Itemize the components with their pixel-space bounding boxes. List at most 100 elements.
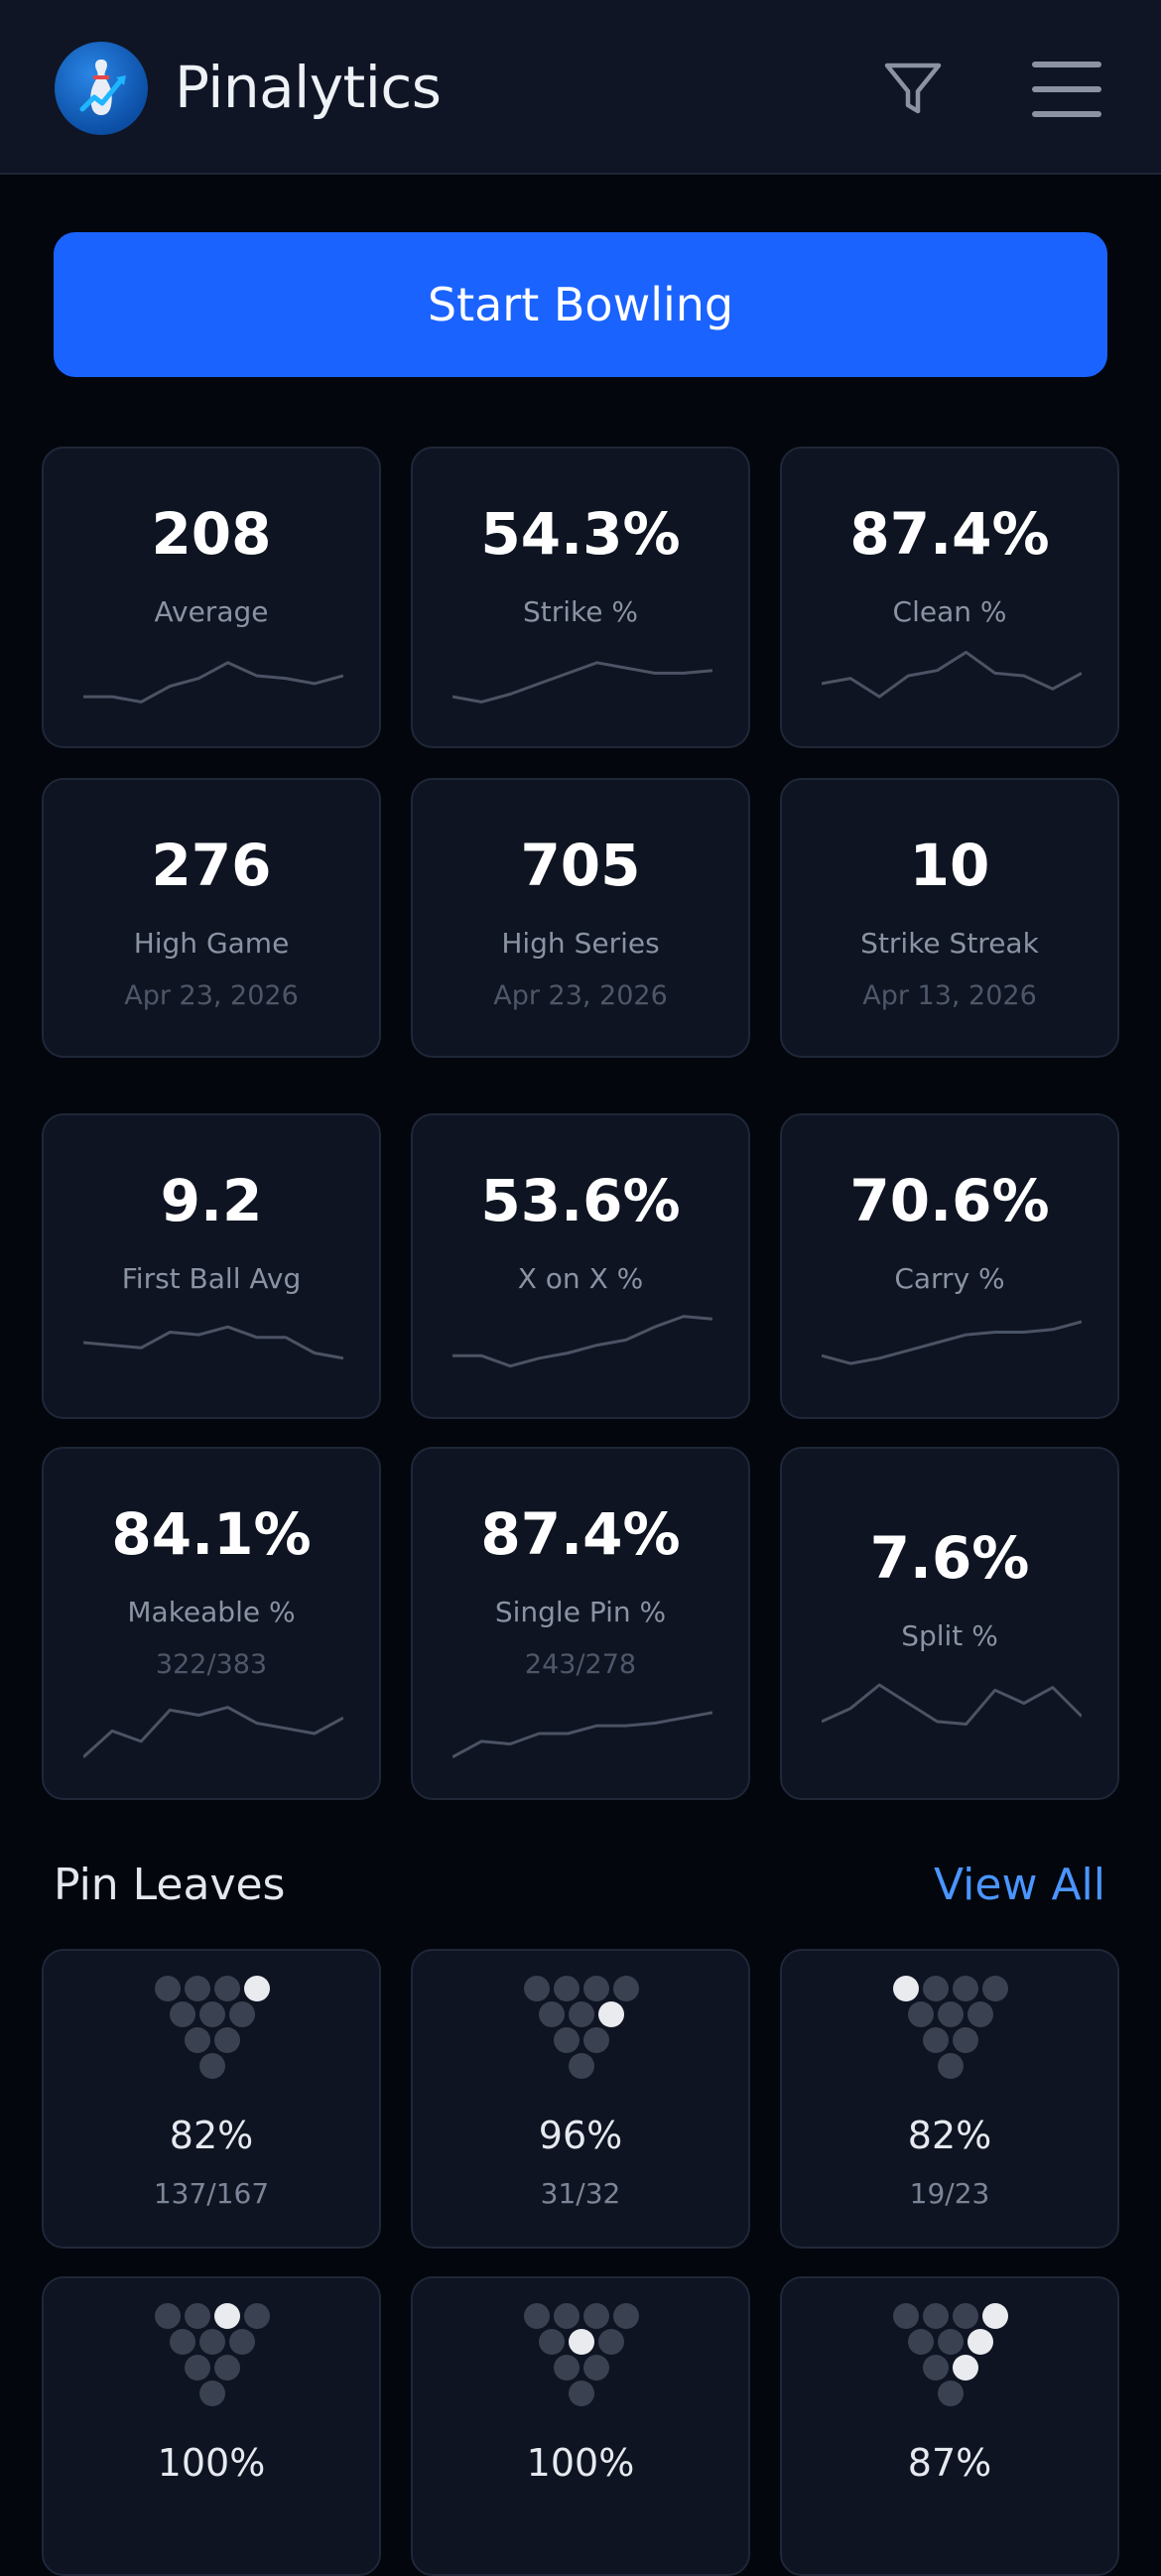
trend-sparkline	[822, 1320, 1082, 1365]
pin-6	[968, 2329, 993, 2355]
pin-5	[938, 2001, 964, 2027]
pin-3	[214, 2027, 240, 2053]
pin-7	[893, 1976, 919, 2001]
pin-diagram	[155, 1976, 270, 2079]
app-logo-icon[interactable]	[55, 42, 148, 135]
stat-label: Strike Streak	[860, 927, 1039, 960]
trend-sparkline	[83, 1706, 343, 1758]
pin-6	[229, 2001, 255, 2027]
pin-leave-percent: 96%	[538, 2114, 623, 2157]
pin-leave-card[interactable]: 87%	[780, 2276, 1119, 2576]
stat-card-single-pin-pct[interactable]: 87.4% Single Pin % 243/278	[411, 1447, 750, 1800]
sparkline-path	[83, 661, 343, 704]
pin-9	[953, 2303, 978, 2329]
pin-3	[214, 2355, 240, 2381]
pin-leave-card[interactable]: 100%	[411, 2276, 750, 2576]
stat-label: High Series	[501, 927, 660, 960]
stat-value: 208	[151, 500, 272, 568]
pin-diagram	[893, 2303, 1008, 2406]
pin-10	[613, 1976, 639, 2001]
sparkline-path	[452, 661, 712, 704]
pin-leave-card[interactable]: 82% 137/167	[42, 1949, 381, 2249]
pin-leave-card[interactable]: 96% 31/32	[411, 1949, 750, 2249]
pin-leave-percent: 87%	[907, 2441, 992, 2485]
pin-3	[583, 2355, 609, 2381]
stat-label: Single Pin %	[494, 1596, 667, 1628]
pin-5	[938, 2329, 964, 2355]
pin-2	[554, 2027, 580, 2053]
pin-2	[185, 2355, 210, 2381]
stat-detail: 322/383	[155, 1649, 268, 1680]
pin-7	[893, 2303, 919, 2329]
stat-value: 9.2	[160, 1167, 263, 1234]
pin-10	[244, 1976, 270, 2001]
stat-card-strike-pct[interactable]: 54.3% Strike %	[411, 447, 750, 748]
pin-10	[613, 2303, 639, 2329]
pin-2	[185, 2027, 210, 2053]
pin-leave-percent: 82%	[169, 2114, 254, 2157]
stat-card-high-game[interactable]: 276 High Game Apr 23, 2026	[42, 778, 381, 1058]
pin-9	[953, 1976, 978, 2001]
pin-6	[229, 2329, 255, 2355]
pin-2	[554, 2355, 580, 2381]
pin-leave-percent: 82%	[907, 2114, 992, 2157]
stat-card-split-pct[interactable]: 7.6% Split %	[780, 1447, 1119, 1800]
sparkline-path	[83, 1325, 343, 1360]
stat-card-average[interactable]: 208 Average	[42, 447, 381, 748]
trend-sparkline	[83, 661, 343, 704]
pin-4	[539, 2329, 565, 2355]
pin-4	[908, 2329, 934, 2355]
stat-value: 276	[151, 832, 272, 899]
stat-card-first-ball-avg[interactable]: 9.2 First Ball Avg	[42, 1113, 381, 1419]
stat-date: Apr 23, 2026	[493, 980, 668, 1011]
stat-value: 53.6%	[480, 1167, 681, 1234]
pin-diagram	[155, 2303, 270, 2406]
pin-5	[569, 2329, 594, 2355]
stat-date: Apr 23, 2026	[124, 980, 299, 1011]
pin-leave-card[interactable]: 100%	[42, 2276, 381, 2576]
pin-3	[953, 2355, 978, 2381]
stat-value: 84.1%	[111, 1500, 312, 1568]
pin-2	[923, 2355, 949, 2381]
stat-card-high-series[interactable]: 705 High Series Apr 23, 2026	[411, 778, 750, 1058]
hamburger-menu-icon[interactable]	[1032, 62, 1101, 117]
pin-4	[539, 2001, 565, 2027]
pin-leave-percent: 100%	[157, 2441, 266, 2485]
pin-8	[923, 1976, 949, 2001]
sparkline-path	[83, 1706, 343, 1758]
app-title: Pinalytics	[175, 54, 442, 121]
stat-date: Apr 13, 2026	[862, 980, 1037, 1011]
sparkline-path	[822, 1320, 1082, 1365]
stat-label: Average	[154, 595, 269, 628]
pin-8	[554, 2303, 580, 2329]
pin-6	[598, 2001, 624, 2027]
stat-label: Strike %	[523, 595, 638, 628]
stat-value: 705	[520, 832, 641, 899]
pin-9	[583, 1976, 609, 2001]
stat-label: First Ball Avg	[121, 1262, 302, 1295]
stat-detail: 243/278	[524, 1649, 637, 1680]
view-all-link[interactable]: View All	[934, 1860, 1105, 1910]
filter-icon[interactable]	[883, 60, 943, 119]
stat-card-strike-streak[interactable]: 10 Strike Streak Apr 13, 2026	[780, 778, 1119, 1058]
start-bowling-button[interactable]: Start Bowling	[54, 232, 1107, 377]
stat-card-carry-pct[interactable]: 70.6% Carry %	[780, 1113, 1119, 1419]
pin-1	[938, 2053, 964, 2079]
pin-1	[569, 2381, 594, 2406]
pin-8	[923, 2303, 949, 2329]
pin-leave-fraction: 19/23	[909, 2177, 990, 2210]
stat-card-makeable-pct[interactable]: 84.1% Makeable % 322/383	[42, 1447, 381, 1800]
pin-1	[569, 2053, 594, 2079]
stat-label: High Game	[133, 927, 290, 960]
pin-3	[583, 2027, 609, 2053]
pin-7	[155, 1976, 181, 2001]
pin-4	[170, 2001, 195, 2027]
sparkline-path	[452, 1711, 712, 1759]
stat-card-clean-pct[interactable]: 87.4% Clean %	[780, 447, 1119, 748]
pin-leave-fraction: 137/167	[153, 2177, 270, 2210]
stat-card-x-on-x-pct[interactable]: 53.6% X on X %	[411, 1113, 750, 1419]
pin-leave-card[interactable]: 82% 19/23	[780, 1949, 1119, 2249]
trend-sparkline	[822, 650, 1082, 699]
pin-8	[185, 2303, 210, 2329]
trend-sparkline	[83, 1325, 343, 1360]
